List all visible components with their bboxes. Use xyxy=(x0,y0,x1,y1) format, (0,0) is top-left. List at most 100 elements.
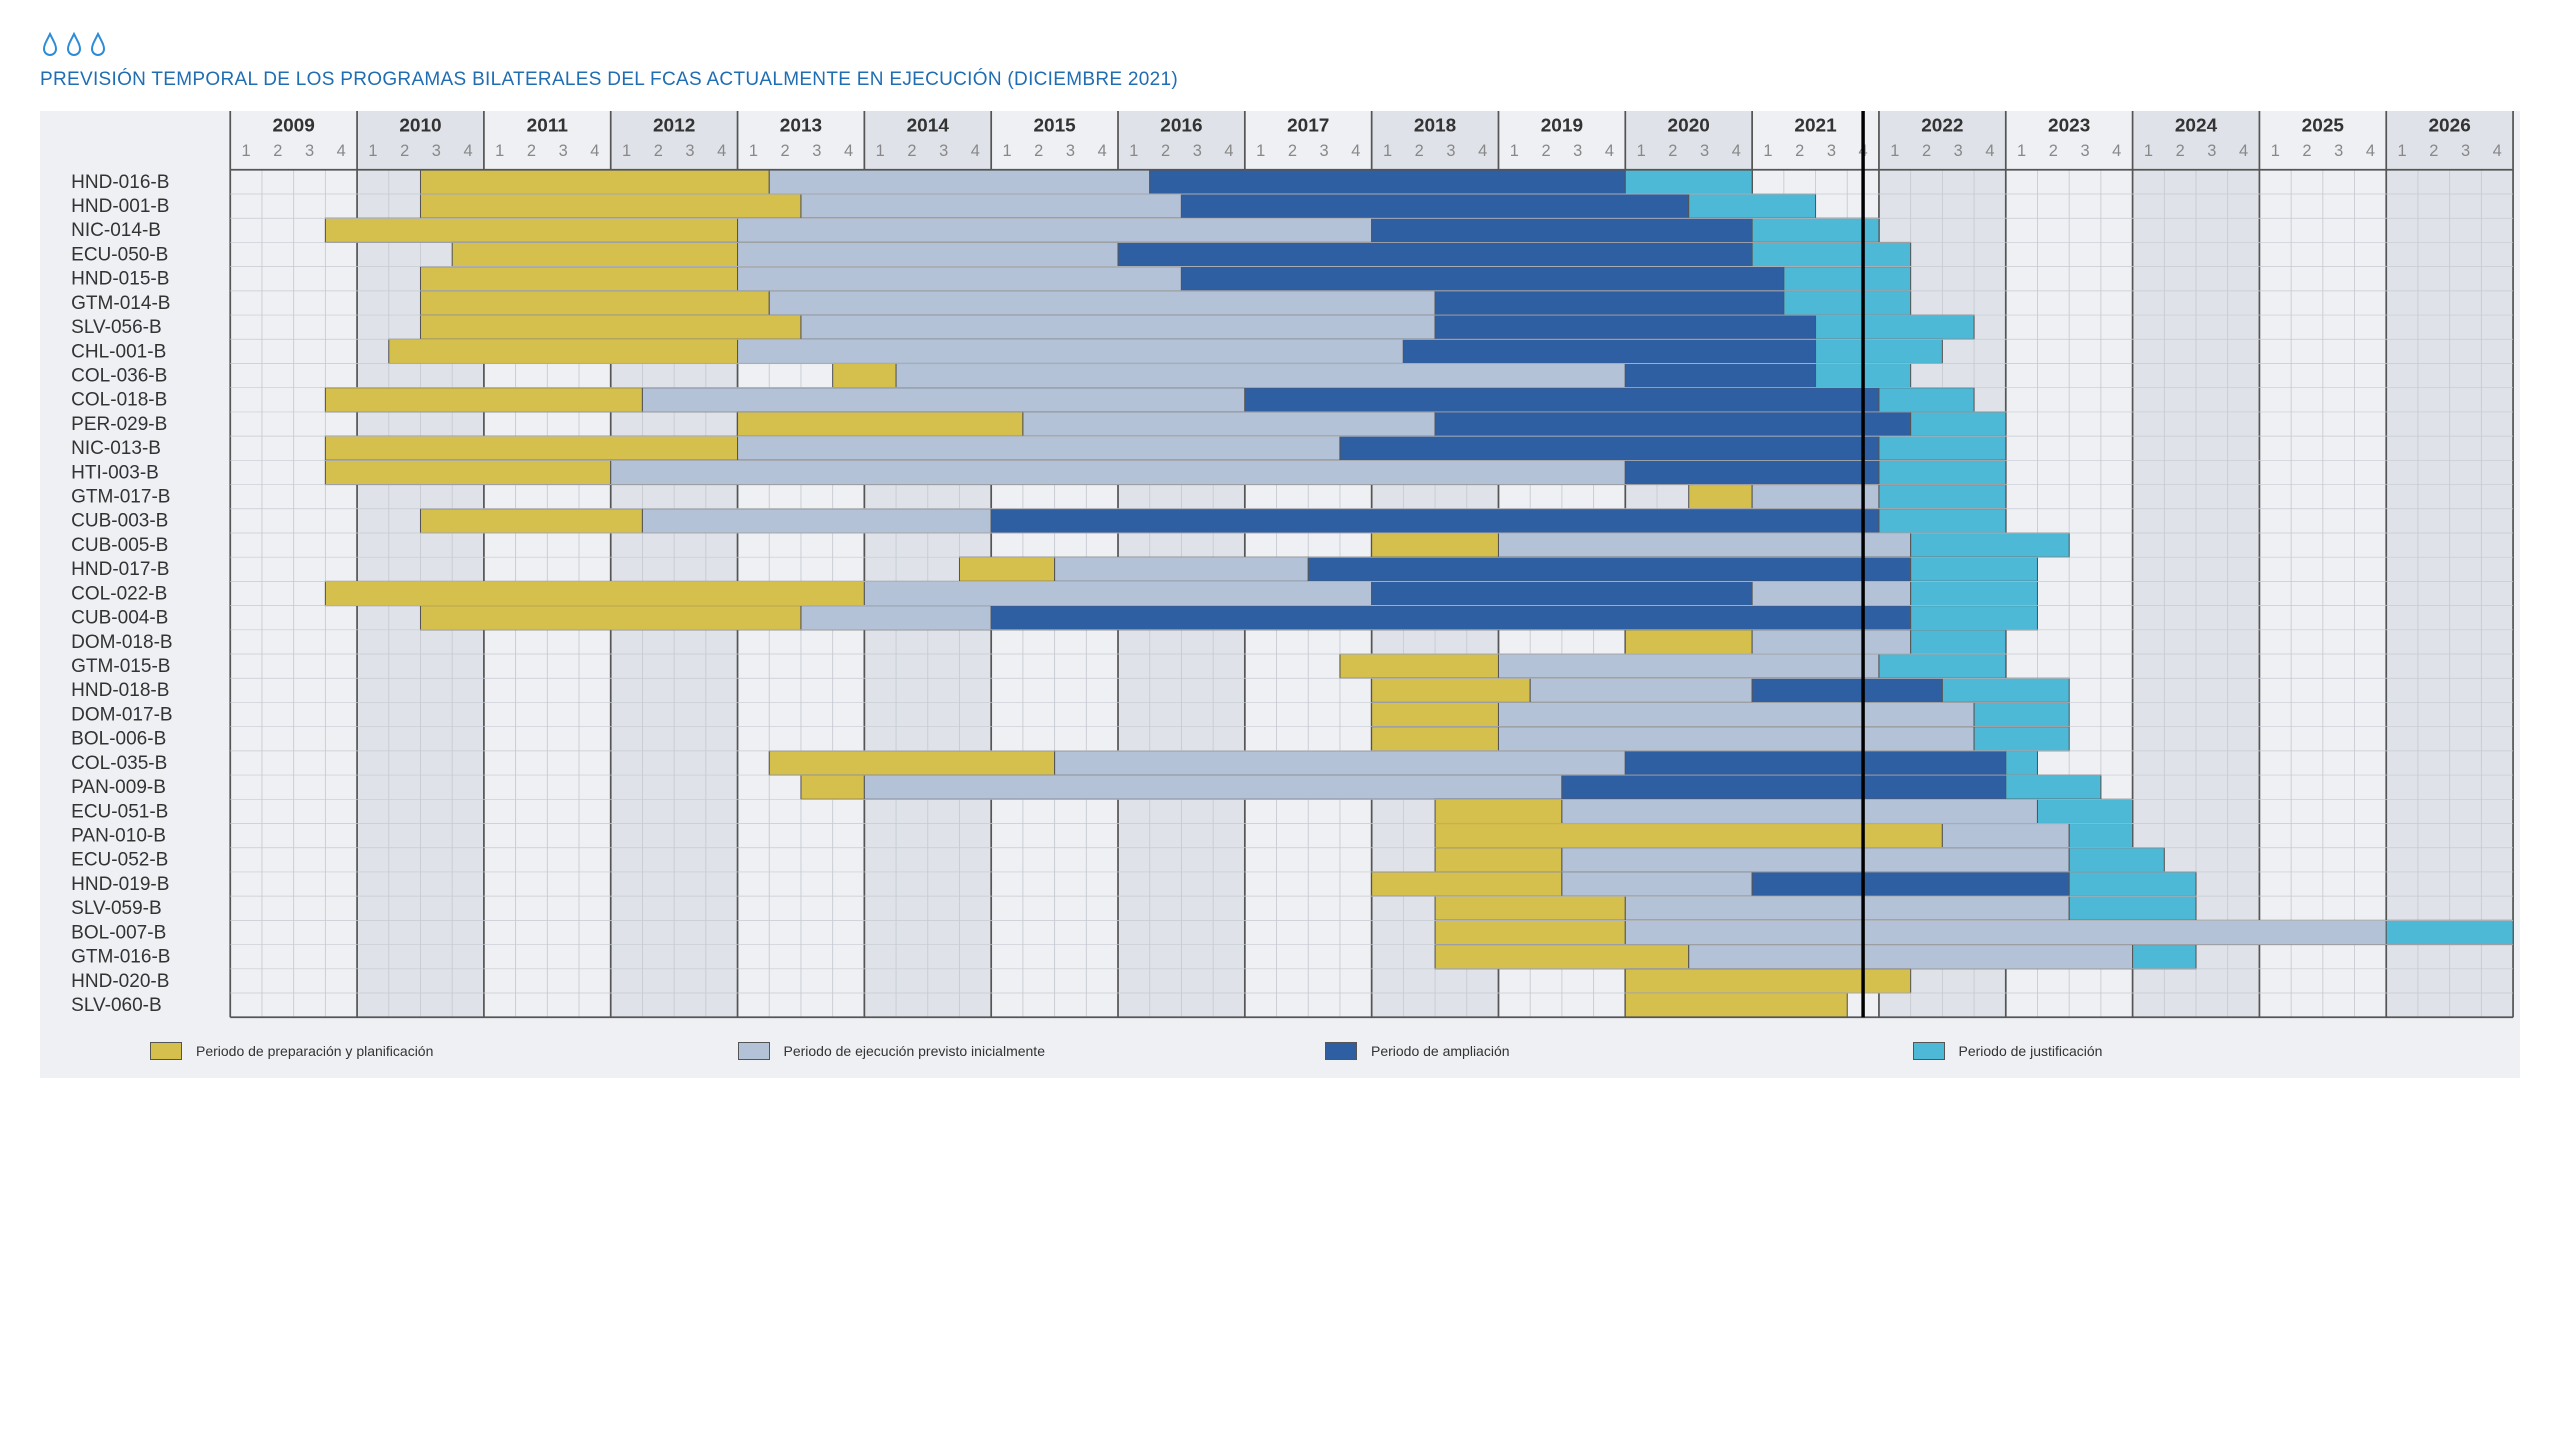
gantt-bar-prep xyxy=(1435,896,1625,920)
gantt-bar-exec xyxy=(1625,920,2386,944)
gantt-bar-ext xyxy=(1150,170,1626,194)
svg-text:1: 1 xyxy=(2271,142,2280,160)
gantt-bar-exec xyxy=(1498,654,1878,678)
gantt-bar-prep xyxy=(420,315,800,339)
gantt-bar-exec xyxy=(738,242,1118,266)
gantt-bar-just xyxy=(1911,557,2038,581)
program-label: HTI-003-B xyxy=(71,462,159,483)
svg-text:3: 3 xyxy=(1827,142,1836,160)
svg-text:1: 1 xyxy=(242,142,251,160)
svg-text:4: 4 xyxy=(2493,142,2502,160)
gantt-bar-just xyxy=(1942,678,2069,702)
program-label: BOL-007-B xyxy=(71,922,166,943)
gantt-bar-exec xyxy=(738,339,1404,363)
svg-text:1: 1 xyxy=(1637,142,1646,160)
svg-text:2: 2 xyxy=(2176,142,2185,160)
program-label: HND-015-B xyxy=(71,269,169,290)
gantt-bar-just xyxy=(1911,533,2070,557)
legend-item-ext: Periodo de ampliación xyxy=(1325,1042,1913,1060)
program-label: COL-036-B xyxy=(71,365,167,386)
svg-text:3: 3 xyxy=(2334,142,2343,160)
gantt-bar-exec xyxy=(1942,824,2069,848)
gantt-bar-exec xyxy=(769,291,1435,315)
svg-text:1: 1 xyxy=(749,142,758,160)
gantt-bar-prep xyxy=(1372,727,1499,751)
gantt-bar-just xyxy=(1974,702,2069,726)
svg-text:1: 1 xyxy=(368,142,377,160)
program-label: COL-035-B xyxy=(71,753,167,774)
gantt-bar-ext xyxy=(1625,460,1879,484)
program-label: DOM-018-B xyxy=(71,632,172,653)
gantt-bar-just xyxy=(2069,872,2196,896)
svg-text:2: 2 xyxy=(654,142,663,160)
svg-text:4: 4 xyxy=(2366,142,2375,160)
program-label: HND-019-B xyxy=(71,874,169,895)
gantt-bar-prep xyxy=(1689,485,1752,509)
gantt-bar-exec xyxy=(1055,557,1309,581)
legend-swatch xyxy=(1325,1042,1357,1060)
gantt-bar-prep xyxy=(769,751,1054,775)
svg-text:4: 4 xyxy=(590,142,599,160)
legend-label: Periodo de ejecución previsto inicialmen… xyxy=(784,1043,1045,1059)
svg-text:3: 3 xyxy=(559,142,568,160)
svg-text:1: 1 xyxy=(1763,142,1772,160)
gantt-bar-just xyxy=(1816,315,1975,339)
svg-text:2016: 2016 xyxy=(1160,116,1202,137)
gantt-bar-just xyxy=(1816,339,1943,363)
gantt-bar-exec xyxy=(1752,485,1879,509)
svg-text:3: 3 xyxy=(1193,142,1202,160)
gantt-bar-just xyxy=(1879,654,2006,678)
program-label: HND-020-B xyxy=(71,971,169,992)
gantt-bar-ext xyxy=(1403,339,1815,363)
gantt-bar-prep xyxy=(1435,945,1689,969)
program-label: GTM-017-B xyxy=(71,487,170,508)
program-label: PER-029-B xyxy=(71,414,167,435)
gantt-bar-prep xyxy=(1435,920,1625,944)
svg-text:4: 4 xyxy=(2239,142,2248,160)
gantt-bar-exec xyxy=(642,388,1244,412)
program-label: HND-001-B xyxy=(71,196,169,217)
gantt-bar-prep xyxy=(420,291,769,315)
svg-text:2013: 2013 xyxy=(780,116,822,137)
gantt-bar-exec xyxy=(1498,702,1974,726)
svg-text:2012: 2012 xyxy=(653,116,695,137)
svg-text:3: 3 xyxy=(2461,142,2470,160)
gantt-bar-exec xyxy=(1752,581,1911,605)
gantt-bar-prep xyxy=(1340,654,1499,678)
svg-text:3: 3 xyxy=(1954,142,1963,160)
svg-text:2023: 2023 xyxy=(2048,116,2090,137)
svg-text:2014: 2014 xyxy=(907,116,950,137)
svg-text:4: 4 xyxy=(1985,142,1994,160)
gantt-bar-prep xyxy=(738,412,1023,436)
svg-text:2024: 2024 xyxy=(2175,116,2218,137)
gantt-bar-exec xyxy=(1498,727,1974,751)
gantt-bar-prep xyxy=(1625,630,1752,654)
gantt-bar-exec xyxy=(738,436,1340,460)
gantt-bar-just xyxy=(2037,799,2132,823)
svg-text:4: 4 xyxy=(463,142,472,160)
svg-text:2026: 2026 xyxy=(2428,116,2470,137)
gantt-bar-exec xyxy=(769,170,1149,194)
program-label: NIC-014-B xyxy=(71,220,161,241)
svg-text:2009: 2009 xyxy=(273,116,315,137)
gantt-bar-ext xyxy=(1372,581,1752,605)
svg-text:4: 4 xyxy=(1732,142,1741,160)
gantt-bar-just xyxy=(2069,896,2196,920)
gantt-bar-prep xyxy=(1372,533,1499,557)
gantt-bar-prep xyxy=(325,388,642,412)
svg-text:1: 1 xyxy=(1002,142,1011,160)
gantt-bar-prep xyxy=(325,460,610,484)
svg-text:2020: 2020 xyxy=(1668,116,1710,137)
legend-label: Periodo de preparación y planificación xyxy=(196,1043,433,1059)
gantt-bar-just xyxy=(1911,412,2006,436)
gantt-bar-exec xyxy=(1752,630,1911,654)
gantt-bar-prep xyxy=(325,218,737,242)
svg-text:3: 3 xyxy=(1573,142,1582,160)
gantt-bar-exec xyxy=(801,194,1181,218)
program-label: CUB-005-B xyxy=(71,535,168,556)
gantt-bar-ext xyxy=(1562,775,2006,799)
gantt-bar-exec xyxy=(738,218,1372,242)
water-drops-icon xyxy=(40,30,2520,63)
gantt-bar-prep xyxy=(1625,993,1847,1017)
svg-text:3: 3 xyxy=(1066,142,1075,160)
